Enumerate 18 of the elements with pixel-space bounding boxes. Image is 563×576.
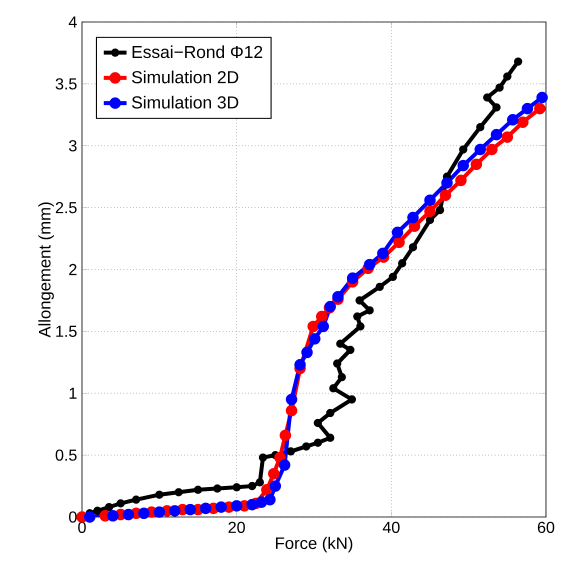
y-tick-label: 1.5	[56, 326, 77, 337]
y-tick-label: 2.5	[56, 202, 77, 214]
y-tick-label: 3	[68, 140, 77, 152]
y-tick-label: 4	[68, 16, 77, 28]
legend-label: Simulation 3D	[132, 96, 238, 109]
legend-label: Essai−Rond Φ12	[132, 45, 262, 58]
y-tick-label: 2	[69, 264, 76, 276]
x-axis-title: Force (kN)	[276, 536, 352, 552]
x-tick-label: 60	[538, 522, 554, 534]
legend-label: Simulation 2D	[132, 70, 238, 84]
y-tick-label: 1	[70, 388, 76, 399]
y-tick-label: 0	[69, 511, 77, 523]
x-tick-label: 40	[382, 522, 400, 534]
y-axis-title: Allongement (mm)	[38, 202, 54, 338]
x-tick-label: 20	[228, 522, 245, 534]
y-tick-label: 0.5	[56, 449, 77, 461]
x-tick-label: 0	[78, 522, 86, 534]
y-tick-label: 3.5	[56, 78, 77, 90]
